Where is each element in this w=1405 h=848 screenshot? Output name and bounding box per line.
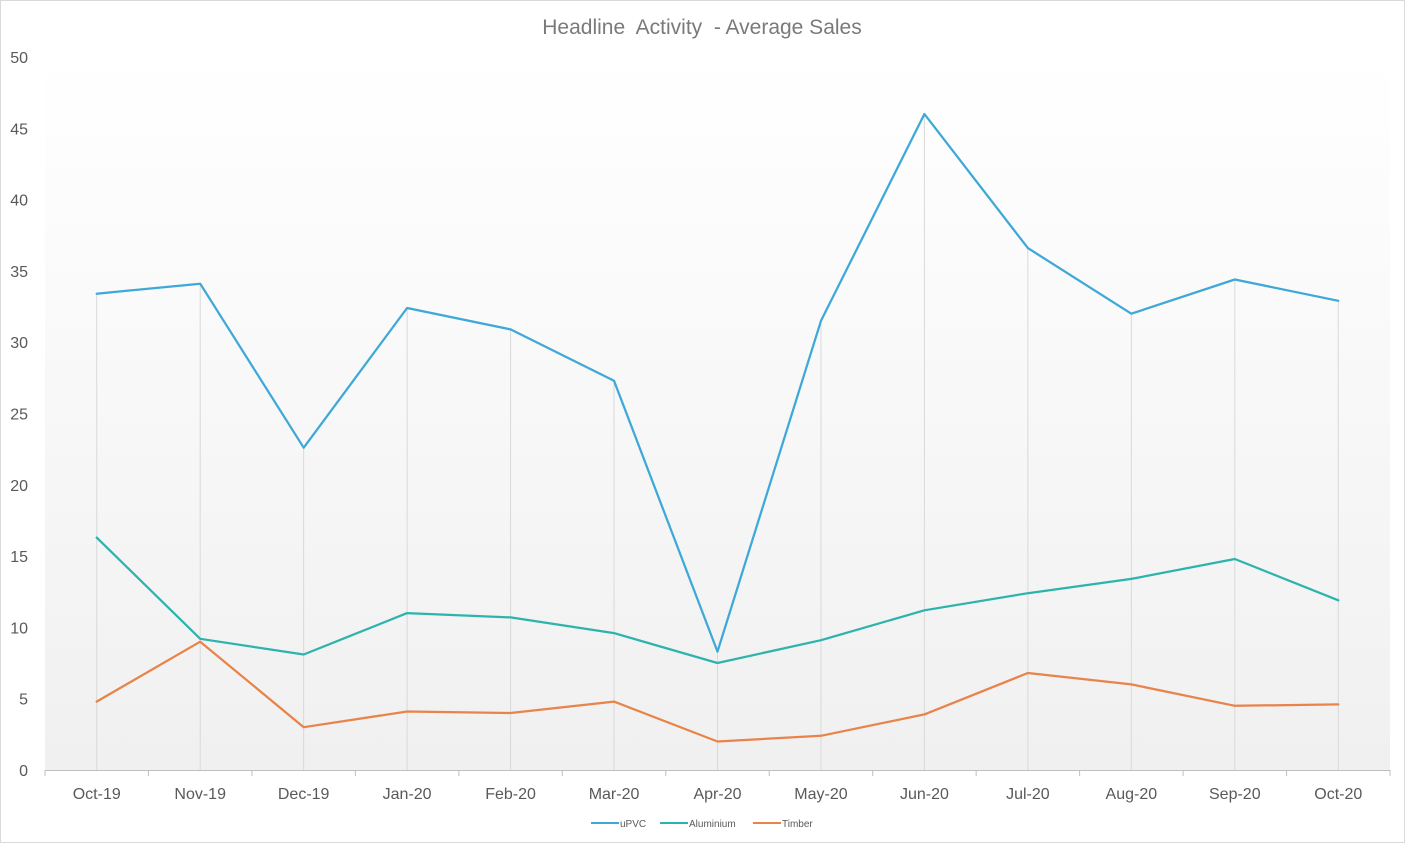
x-tick-label: May-20 <box>794 786 847 803</box>
y-tick-label: 10 <box>10 620 28 637</box>
x-tick-label: Oct-19 <box>73 786 121 803</box>
y-tick-label: 25 <box>10 407 28 424</box>
y-tick-label: 45 <box>10 121 28 138</box>
x-tick-label: Jan-20 <box>383 786 432 803</box>
legend-label: Aluminium <box>689 819 736 830</box>
x-tick-label: Oct-20 <box>1314 786 1362 803</box>
y-tick-label: 30 <box>10 335 28 352</box>
x-tick-label: Mar-20 <box>589 786 640 803</box>
y-tick-label: 0 <box>19 763 28 780</box>
x-tick-label: Apr-20 <box>693 786 741 803</box>
y-tick-label: 50 <box>10 50 28 67</box>
x-tick-label: Aug-20 <box>1106 786 1158 803</box>
x-tick-label: Dec-19 <box>278 786 330 803</box>
legend-label: Timber <box>782 819 813 830</box>
x-tick-label: Feb-20 <box>485 786 536 803</box>
y-tick-label: 35 <box>10 264 28 281</box>
y-tick-label: 15 <box>10 549 28 566</box>
x-tick-label: Jun-20 <box>900 786 949 803</box>
y-tick-label: 20 <box>10 478 28 495</box>
x-tick-label: Jul-20 <box>1006 786 1050 803</box>
x-tick-label: Nov-19 <box>174 786 226 803</box>
chart-title: Headline Activity - Average Sales <box>542 16 861 39</box>
legend-label: uPVC <box>620 819 646 830</box>
y-tick-label: 5 <box>19 692 28 709</box>
x-tick-label: Sep-20 <box>1209 786 1261 803</box>
y-tick-label: 40 <box>10 193 28 210</box>
